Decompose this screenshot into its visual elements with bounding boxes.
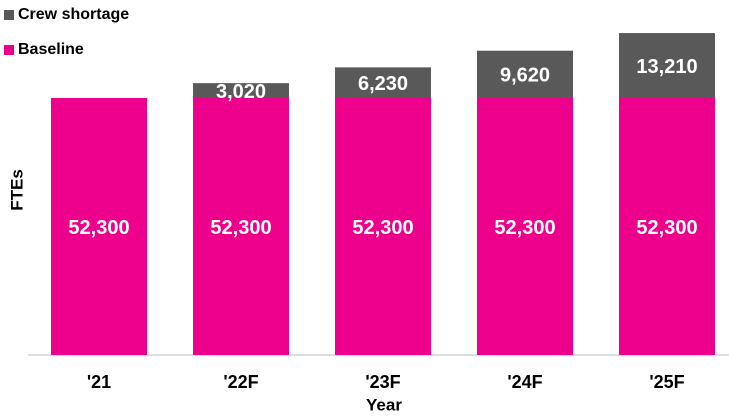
- y-axis-label: FTEs: [7, 169, 26, 211]
- bar-segment: [619, 97, 715, 356]
- x-tick-label: '24F: [507, 372, 542, 392]
- data-label: 52,300: [494, 217, 555, 239]
- legend-label: Baseline: [18, 41, 84, 58]
- bar-segment: [335, 97, 431, 356]
- data-label: 52,300: [68, 217, 129, 239]
- x-tick-label: '22F: [223, 372, 258, 392]
- bar-segment: [51, 97, 147, 356]
- data-label: 13,210: [636, 56, 697, 78]
- data-label: 52,300: [636, 217, 697, 239]
- bar-segment: [193, 97, 289, 356]
- data-label: 6,230: [358, 73, 408, 95]
- x-tick-label: '25F: [649, 372, 684, 392]
- x-tick-label: '21: [87, 372, 111, 392]
- legend-label: Crew shortage: [18, 6, 129, 23]
- legend-swatch: [4, 45, 14, 55]
- bar-segment: [477, 97, 573, 356]
- x-axis-label: Year: [366, 395, 402, 414]
- data-label: 52,300: [210, 217, 271, 239]
- data-label: 3,020: [216, 81, 266, 103]
- bar-segment: [335, 67, 431, 98]
- legend-swatch: [4, 10, 14, 20]
- bar-segment: [193, 83, 289, 98]
- data-label: 9,620: [500, 65, 550, 87]
- bar-segment: [477, 50, 573, 98]
- bar-segment: [619, 33, 715, 98]
- data-label: 52,300: [352, 217, 413, 239]
- x-tick-label: '23F: [365, 372, 400, 392]
